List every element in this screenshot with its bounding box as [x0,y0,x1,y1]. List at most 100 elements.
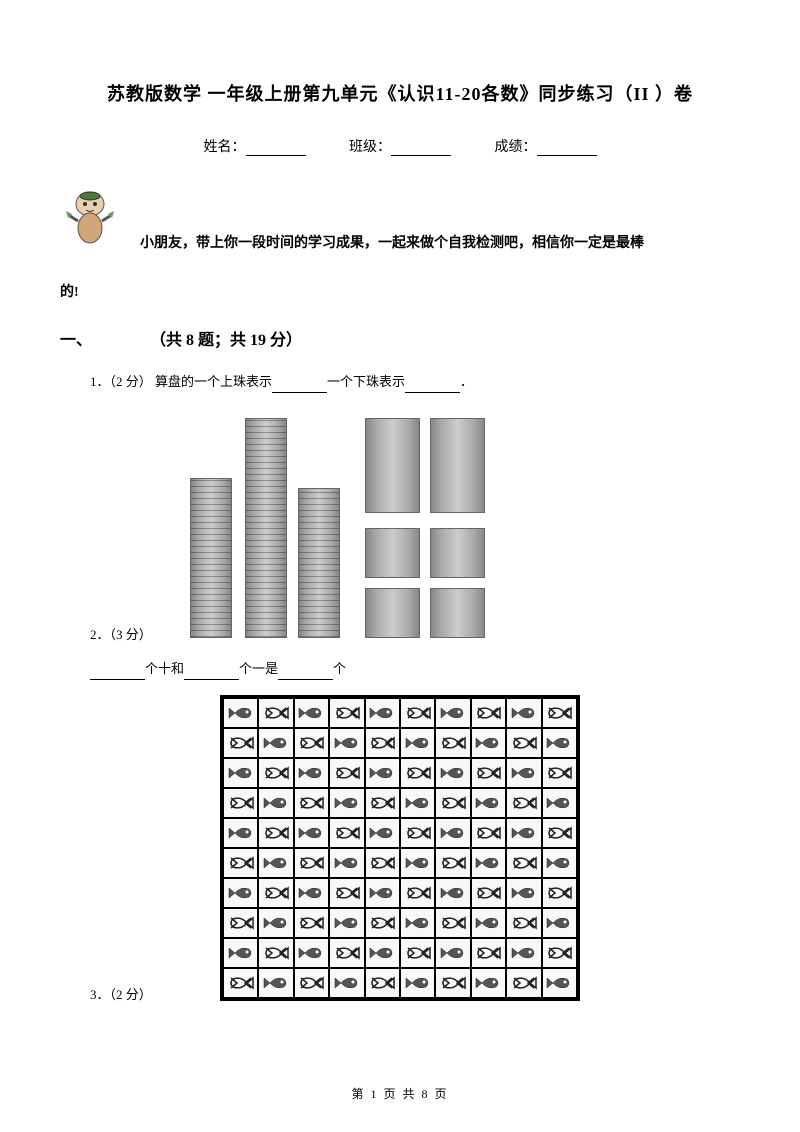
q1-image-bars [180,408,500,638]
fish-cell [506,818,541,848]
fish-cell [435,878,470,908]
fish-cell [294,788,329,818]
fish-cell [258,758,293,788]
student-info-row: 姓名： 班级： 成绩： [60,136,740,156]
fish-cell [365,818,400,848]
fish-cell [435,818,470,848]
fish-cell [471,788,506,818]
fish-cell [506,908,541,938]
fish-cell [223,848,258,878]
score-blank[interactable] [537,142,597,156]
intro-text-line2: 的! [60,281,740,301]
fish-cell [294,908,329,938]
q2-blank-2[interactable] [184,667,239,680]
fish-cell [329,848,364,878]
fish-cell [258,878,293,908]
fish-cell [471,758,506,788]
fish-cell [258,728,293,758]
question-1: 1．（2 分） 算盘的一个上珠表示一个下珠表示． [90,370,740,393]
fish-cell [435,848,470,878]
fish-cell [294,818,329,848]
question-2-text: 个十和 个一是 个 [90,657,740,680]
fish-cell [471,818,506,848]
name-field: 姓名： [204,136,306,156]
fish-cell [506,878,541,908]
fish-grid [220,695,580,1001]
bar-shape [245,418,287,638]
fish-cell [542,788,577,818]
fish-cell [258,938,293,968]
question-3-label: 3．（2 分） [90,983,740,1006]
fish-cell [542,878,577,908]
fish-cell [258,848,293,878]
question-2-label: 2．（3 分） [90,623,740,646]
section-number: 一、 [60,332,92,349]
bar-shape [190,478,232,638]
fish-cell [471,728,506,758]
bar-shape [365,418,420,513]
q1-blank-2[interactable] [405,380,460,393]
fish-cell [365,728,400,758]
bar-shape [430,418,485,513]
q2-blank-1[interactable] [90,667,145,680]
bar-shape [430,528,485,578]
q2-text-a: 个十和 [145,661,184,676]
fish-cell [471,878,506,908]
fish-cell [400,818,435,848]
fish-cell [329,878,364,908]
intro-section: 小朋友，带上你一段时间的学习成果，一起来做个自我检测吧，相信你一定是最棒 [60,186,740,261]
name-blank[interactable] [246,142,306,156]
fish-cell [506,728,541,758]
section-header: 一、 （共 8 题；共 19 分） [60,326,740,350]
q2-text-b: 个一是 [239,661,278,676]
fish-cell [329,938,364,968]
fish-cell [223,818,258,848]
page-footer: 第 1 页 共 8 页 [0,1085,800,1102]
fish-cell [506,758,541,788]
fish-cell [400,698,435,728]
bar-shape [365,528,420,578]
score-field: 成绩： [495,136,597,156]
class-blank[interactable] [391,142,451,156]
fish-cell [400,728,435,758]
fish-cell [294,758,329,788]
fish-cell [400,878,435,908]
fish-cell [365,908,400,938]
fish-cell [435,908,470,938]
q2-text-c: 个 [333,661,346,676]
fish-cell [400,788,435,818]
fish-cell [435,938,470,968]
fish-cell [400,758,435,788]
q1-prefix: 1．（2 分） 算盘的一个上珠表示 [90,374,272,389]
name-label: 姓名： [204,140,246,155]
fish-cell [435,788,470,818]
fish-cell [365,878,400,908]
fish-cell [294,938,329,968]
fish-cell [542,938,577,968]
fish-cell [435,698,470,728]
q2-blank-3[interactable] [278,667,333,680]
fish-cell [506,938,541,968]
fish-cell [223,758,258,788]
fish-cell [542,818,577,848]
fish-cell [294,698,329,728]
fish-cell [258,908,293,938]
q1-suffix: ． [460,374,473,389]
fish-cell [471,938,506,968]
fish-cell [542,698,577,728]
fish-cell [506,788,541,818]
section-desc: （共 8 题；共 19 分） [150,332,302,349]
fish-cell [471,908,506,938]
fish-cell [365,938,400,968]
fish-cell [542,728,577,758]
fish-cell [329,908,364,938]
fish-cell [400,848,435,878]
fish-cell [329,818,364,848]
fish-cell [542,758,577,788]
fish-cell [506,848,541,878]
fish-cell [294,728,329,758]
fish-cell [223,698,258,728]
fish-cell [294,848,329,878]
q1-blank-1[interactable] [272,380,327,393]
fish-cell [400,908,435,938]
